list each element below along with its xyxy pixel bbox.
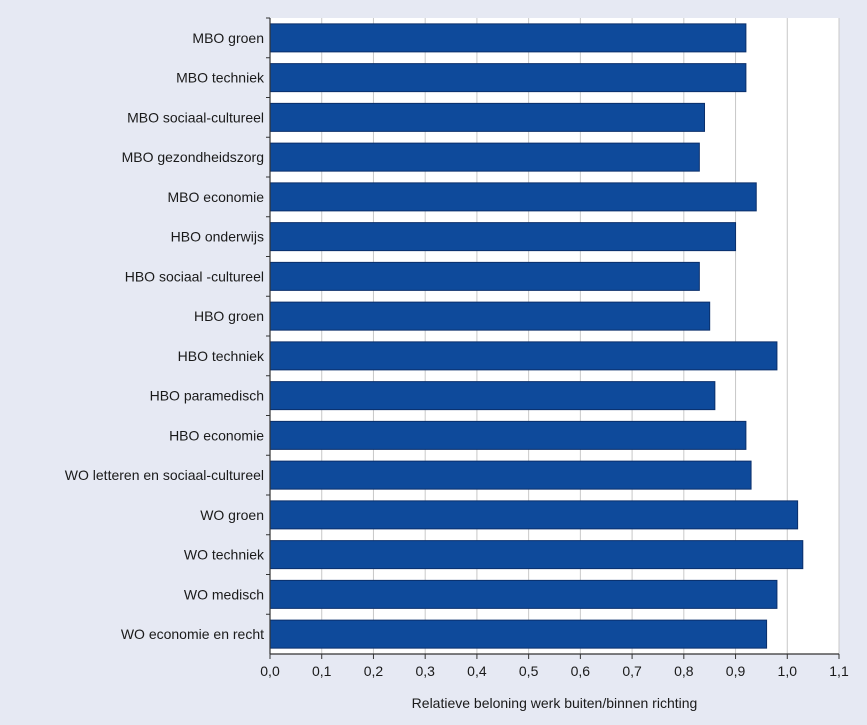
- category-label: MBO groen: [192, 30, 264, 46]
- bars: [269, 23, 804, 649]
- bar: [269, 63, 747, 93]
- category-label: HBO onderwijs: [171, 229, 264, 245]
- x-tick-label: 0,1: [312, 663, 332, 679]
- x-tick-label: 1,0: [778, 663, 798, 679]
- bar: [269, 381, 716, 411]
- bar: [269, 301, 711, 331]
- bar: [269, 540, 804, 570]
- category-label: HBO sociaal -cultureel: [125, 268, 264, 284]
- x-tick-label: 0,4: [467, 663, 487, 679]
- bar: [269, 102, 706, 132]
- bar: [269, 619, 768, 649]
- category-label: HBO groen: [194, 308, 264, 324]
- bar: [269, 341, 778, 371]
- category-label: WO techniek: [184, 547, 265, 563]
- bar: [269, 420, 747, 450]
- x-tick-label: 0,7: [622, 663, 642, 679]
- bar: [269, 579, 778, 609]
- category-label: WO letteren en sociaal-cultureel: [65, 467, 264, 483]
- bar: [269, 500, 799, 530]
- category-label: WO medisch: [184, 586, 264, 602]
- x-tick-label: 0,9: [726, 663, 746, 679]
- bar: [269, 23, 747, 53]
- category-label: WO economie en recht: [121, 626, 264, 642]
- category-label: HBO paramedisch: [150, 388, 264, 404]
- category-label: MBO gezondheidszorg: [122, 149, 264, 165]
- bar: [269, 182, 757, 212]
- category-label: MBO sociaal-cultureel: [127, 109, 264, 125]
- x-tick-label: 0,8: [674, 663, 694, 679]
- bar: [269, 261, 700, 291]
- x-axis-title: Relatieve beloning werk buiten/binnen ri…: [412, 695, 698, 711]
- category-labels: MBO groen MBO techniek MBO sociaal-culture…: [65, 17, 270, 642]
- x-tick-label: 0,0: [260, 663, 280, 679]
- x-tick-label: 0,2: [364, 663, 384, 679]
- category-label: MBO techniek: [176, 70, 265, 86]
- category-label: HBO techniek: [178, 348, 265, 364]
- x-tick-labels: 0,0 0,1 0,2 0,3 0,4 0,5 0,6 0,7 0,8 0,9 1,0 1,1: [260, 654, 849, 679]
- bar: [269, 222, 737, 252]
- x-tick-label: 0,3: [415, 663, 435, 679]
- x-tick-label: 1,1: [829, 663, 849, 679]
- bar: [269, 142, 700, 172]
- category-label: MBO economie: [168, 189, 265, 205]
- category-label: HBO economie: [169, 427, 264, 443]
- category-label: WO groen: [200, 507, 264, 523]
- x-tick-label: 0,6: [571, 663, 591, 679]
- bar: [269, 460, 752, 490]
- x-tick-label: 0,5: [519, 663, 539, 679]
